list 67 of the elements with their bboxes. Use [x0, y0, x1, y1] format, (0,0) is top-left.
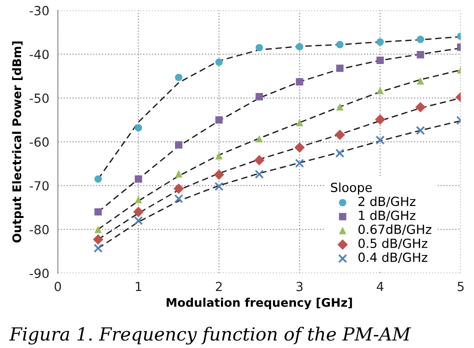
point — [94, 226, 102, 234]
point — [215, 116, 223, 124]
point — [376, 38, 384, 46]
text: Figura 1. Frequency function of the PM-AM — [9, 326, 412, 345]
point — [295, 158, 304, 168]
x-tick-label: 4 — [376, 282, 384, 292]
y-tick-label: -60 — [30, 137, 49, 147]
legend-label: 2 dB/GHz — [358, 196, 416, 208]
y-tick-label: -70 — [30, 181, 49, 191]
legend-title: Sloope — [330, 182, 372, 195]
point — [134, 216, 143, 226]
point — [256, 44, 263, 52]
point — [215, 152, 223, 160]
point — [215, 58, 223, 66]
x-tick-label: 0 — [54, 282, 61, 292]
point — [174, 194, 184, 204]
legend-label: 0.5 dB/GHz — [358, 238, 428, 250]
point — [174, 183, 184, 194]
point — [296, 43, 304, 50]
point — [416, 77, 424, 85]
x-tick-label: 2 — [216, 282, 222, 292]
point — [376, 86, 384, 94]
point — [336, 40, 344, 48]
y-tick-label: -80 — [30, 224, 49, 234]
point — [92, 234, 104, 245]
point — [214, 182, 224, 191]
y-axis-title: Output Electrical Power [dBm] — [12, 42, 24, 243]
point — [254, 155, 264, 166]
x-tick-label: 1 — [136, 282, 142, 292]
point — [376, 136, 385, 145]
y-tick-label: -40 — [30, 50, 49, 60]
y-tick-label: -30 — [30, 6, 49, 16]
point — [94, 175, 102, 183]
point — [335, 148, 344, 158]
point — [94, 244, 103, 253]
point — [415, 102, 426, 112]
point — [296, 78, 304, 86]
point — [294, 142, 305, 153]
point — [416, 36, 424, 44]
point — [376, 56, 384, 64]
point — [254, 170, 264, 179]
point — [334, 130, 346, 140]
legend-label: 0.4 dB/GHz — [358, 252, 428, 263]
point — [175, 170, 182, 178]
legend-label: 1 dB/GHz — [359, 210, 416, 222]
point — [94, 208, 102, 216]
point — [416, 50, 424, 58]
point — [374, 114, 386, 125]
y-tick-label: -50 — [30, 93, 49, 103]
point — [134, 124, 142, 132]
y-tick-label: -90 — [30, 268, 49, 278]
point — [133, 206, 144, 218]
point — [416, 126, 425, 135]
point — [336, 103, 344, 110]
point — [336, 64, 344, 72]
point — [214, 169, 224, 180]
x-axis-title: Modulation frequency [GHz] — [166, 298, 352, 310]
point — [134, 175, 142, 183]
legend-label: 0.67dB/GHz — [358, 224, 432, 236]
x-tick-label: 3 — [296, 282, 303, 292]
point — [134, 196, 142, 204]
point — [256, 135, 263, 142]
point — [175, 74, 182, 82]
point — [296, 118, 304, 126]
point — [256, 93, 263, 100]
point — [175, 141, 182, 149]
x-tick-label: 5 — [458, 282, 464, 292]
